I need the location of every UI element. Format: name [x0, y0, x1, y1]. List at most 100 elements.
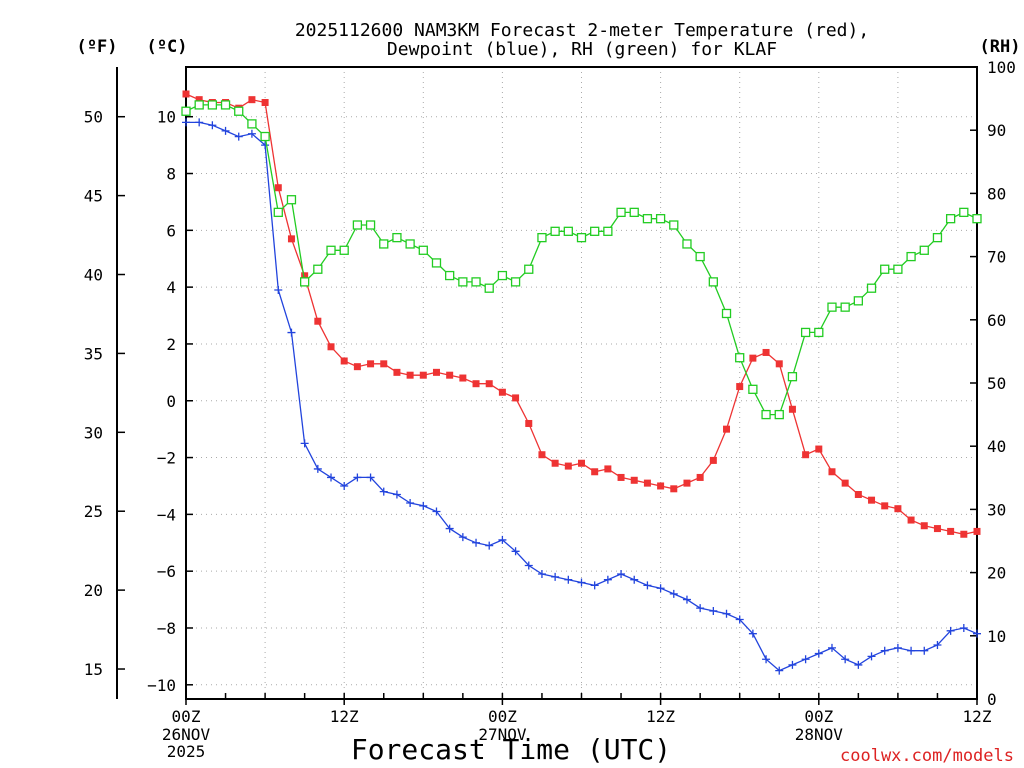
rh-point: [431, 258, 442, 268]
rh-point: [563, 226, 573, 236]
temperature-point: [736, 383, 744, 391]
temperature-point: [472, 380, 480, 388]
temperature-point: [775, 360, 783, 368]
temperature-point: [485, 380, 493, 388]
rh-series: [181, 100, 982, 420]
dewpoint-point: [933, 641, 942, 650]
temperature-point: [973, 527, 981, 535]
rh-tick-label: 0: [987, 690, 997, 709]
temperature-point: [327, 343, 335, 351]
fahrenheit-axis-unit: (ºF): [77, 37, 118, 57]
dewpoint-point: [432, 507, 441, 516]
dewpoint-point: [261, 141, 270, 150]
temperature-point: [564, 462, 572, 470]
dewpoint-point: [893, 643, 902, 652]
dewpoint-point: [340, 481, 349, 490]
temperature-point: [630, 476, 638, 484]
dewpoint-point: [366, 473, 375, 482]
rh-tick-label: 60: [987, 311, 1006, 330]
temperature-point: [406, 371, 414, 379]
celsius-tick-label: 6: [166, 221, 176, 240]
rh-point: [629, 207, 639, 218]
rh-point: [352, 220, 363, 230]
dewpoint-point: [524, 561, 533, 570]
temperature-point: [287, 235, 295, 243]
dewpoint-point: [709, 606, 718, 615]
rh-point: [590, 226, 600, 236]
temperature-point: [393, 368, 401, 376]
rh-point: [603, 226, 613, 236]
celsius-tick-label: −6: [157, 562, 176, 581]
rh-tick-label: 30: [987, 500, 1006, 519]
dewpoint-point: [617, 570, 626, 579]
grid-lines: [186, 67, 977, 699]
rh-point: [471, 277, 481, 287]
temperature-point: [894, 505, 902, 513]
temperature-point: [933, 525, 941, 533]
dewpoint-point: [880, 646, 889, 655]
temperature-point: [432, 368, 440, 376]
rh-point: [959, 207, 969, 218]
temperature-point: [604, 465, 612, 473]
temperature-point: [261, 99, 269, 107]
dewpoint-point: [445, 524, 454, 533]
dewpoint-point: [762, 655, 771, 664]
rh-point: [484, 283, 494, 293]
rh-point: [616, 207, 626, 218]
dewpoint-point: [735, 615, 744, 624]
rh-point: [537, 232, 547, 243]
rh-point: [919, 245, 929, 255]
temperature-point: [538, 451, 546, 459]
dewpoint-point: [722, 609, 731, 618]
rh-point: [682, 239, 692, 249]
temperature-point: [709, 456, 717, 464]
rh-tick-label: 40: [987, 437, 1006, 456]
rh-point: [194, 100, 204, 110]
temperature-point: [841, 479, 849, 487]
dewpoint-point: [353, 473, 362, 482]
dewpoint-point: [696, 604, 705, 613]
rh-tick-label: 50: [987, 374, 1006, 393]
rh-point: [234, 106, 244, 116]
rh-point: [550, 226, 560, 236]
x-tick-label: 00Z: [804, 707, 833, 726]
celsius-tick-label: −4: [157, 505, 176, 524]
rh-point: [313, 264, 323, 274]
dewpoint-point: [379, 487, 388, 496]
temperature-point: [446, 371, 454, 379]
chart-title-line2: Dewpoint (blue), RH (green) for KLAF: [387, 39, 777, 60]
temperature-point: [459, 374, 467, 382]
rh-point: [827, 302, 837, 312]
rh-point: [906, 251, 916, 262]
rh-point: [893, 264, 903, 274]
fahrenheit-tick-label: 20: [84, 581, 103, 600]
dewpoint-point: [630, 575, 639, 584]
rh-point: [418, 245, 428, 255]
temperature-point: [749, 354, 757, 362]
temperature-point: [723, 425, 731, 433]
rh-point: [273, 207, 283, 218]
temperature-point: [380, 360, 388, 368]
temperature-point: [643, 479, 651, 487]
temperature-point: [353, 363, 361, 371]
rh-point: [787, 372, 798, 382]
celsius-tick-label: 4: [166, 278, 176, 297]
temperature-point: [591, 468, 599, 476]
dewpoint-point: [287, 328, 296, 337]
axes: [116, 66, 978, 705]
dewpoint-point: [392, 490, 401, 499]
dewpoint-point: [656, 584, 665, 593]
dewpoint-point: [551, 572, 560, 581]
dewpoint-point: [959, 623, 968, 632]
x-tick-label: 12Z: [963, 707, 992, 726]
fahrenheit-tick-label: 50: [84, 108, 103, 127]
temperature-point: [301, 272, 309, 280]
dewpoint-point: [590, 581, 599, 590]
dewpoint-point: [537, 570, 546, 579]
rh-point: [445, 270, 455, 281]
dewpoint-point: [419, 501, 428, 510]
dewpoint-point: [867, 652, 876, 661]
temperature-point: [670, 485, 678, 493]
rh-point: [458, 277, 468, 287]
